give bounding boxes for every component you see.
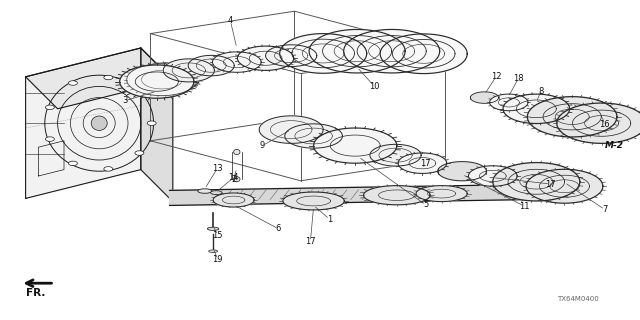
Text: 17: 17 bbox=[305, 237, 316, 246]
Text: 10: 10 bbox=[369, 82, 380, 91]
Text: 9: 9 bbox=[260, 141, 265, 150]
Polygon shape bbox=[364, 186, 430, 205]
Polygon shape bbox=[141, 48, 173, 202]
Circle shape bbox=[135, 151, 144, 155]
Text: 7: 7 bbox=[602, 205, 607, 214]
Text: 4: 4 bbox=[228, 16, 233, 25]
Text: 1: 1 bbox=[327, 215, 332, 224]
Circle shape bbox=[104, 75, 113, 80]
Polygon shape bbox=[438, 162, 486, 181]
Text: 11: 11 bbox=[520, 202, 530, 211]
Polygon shape bbox=[134, 63, 200, 93]
Polygon shape bbox=[527, 97, 617, 137]
Polygon shape bbox=[285, 124, 342, 148]
Polygon shape bbox=[163, 59, 214, 82]
Polygon shape bbox=[344, 29, 440, 73]
Polygon shape bbox=[26, 48, 141, 198]
Polygon shape bbox=[468, 166, 517, 186]
Polygon shape bbox=[266, 45, 317, 67]
Polygon shape bbox=[26, 48, 173, 109]
Text: 8: 8 bbox=[538, 87, 543, 96]
Polygon shape bbox=[237, 46, 294, 70]
Text: FR.: FR. bbox=[26, 288, 45, 298]
Polygon shape bbox=[314, 128, 397, 163]
Circle shape bbox=[104, 167, 113, 171]
Polygon shape bbox=[531, 185, 560, 201]
Text: 17: 17 bbox=[545, 180, 556, 188]
Polygon shape bbox=[370, 144, 421, 166]
Text: 17: 17 bbox=[420, 159, 431, 168]
Polygon shape bbox=[188, 55, 234, 76]
Polygon shape bbox=[213, 193, 254, 207]
Polygon shape bbox=[470, 92, 499, 103]
Polygon shape bbox=[212, 52, 261, 72]
Text: TX64M0400: TX64M0400 bbox=[557, 296, 598, 302]
Circle shape bbox=[45, 105, 54, 109]
Text: 14: 14 bbox=[228, 173, 239, 182]
Text: 19: 19 bbox=[212, 255, 223, 264]
Polygon shape bbox=[280, 34, 367, 73]
Polygon shape bbox=[526, 169, 603, 203]
Polygon shape bbox=[309, 29, 405, 73]
Polygon shape bbox=[416, 186, 467, 202]
Ellipse shape bbox=[234, 177, 240, 182]
Polygon shape bbox=[120, 65, 194, 98]
Circle shape bbox=[135, 91, 144, 96]
Text: 6: 6 bbox=[276, 224, 281, 233]
Polygon shape bbox=[283, 192, 344, 210]
Ellipse shape bbox=[207, 227, 219, 230]
Text: M-2: M-2 bbox=[605, 141, 624, 150]
Ellipse shape bbox=[209, 250, 218, 252]
Polygon shape bbox=[259, 116, 323, 143]
Text: 3: 3 bbox=[122, 96, 127, 105]
Text: 5: 5 bbox=[423, 200, 428, 209]
Text: 16: 16 bbox=[600, 120, 610, 129]
Polygon shape bbox=[503, 94, 570, 124]
Polygon shape bbox=[127, 64, 197, 96]
Polygon shape bbox=[170, 184, 560, 205]
Polygon shape bbox=[380, 34, 467, 74]
Polygon shape bbox=[493, 163, 580, 201]
Text: 18: 18 bbox=[513, 74, 524, 83]
Text: 13: 13 bbox=[212, 164, 223, 172]
Ellipse shape bbox=[211, 191, 222, 195]
Text: 15: 15 bbox=[212, 231, 223, 240]
Polygon shape bbox=[557, 103, 640, 143]
Circle shape bbox=[45, 137, 54, 141]
Ellipse shape bbox=[198, 189, 212, 193]
Circle shape bbox=[68, 161, 77, 166]
Circle shape bbox=[147, 121, 156, 125]
Text: 2: 2 bbox=[231, 175, 236, 184]
Ellipse shape bbox=[234, 149, 240, 155]
Ellipse shape bbox=[92, 116, 108, 131]
Text: 12: 12 bbox=[491, 72, 501, 81]
Polygon shape bbox=[490, 94, 528, 111]
Circle shape bbox=[68, 81, 77, 85]
Polygon shape bbox=[398, 153, 447, 173]
